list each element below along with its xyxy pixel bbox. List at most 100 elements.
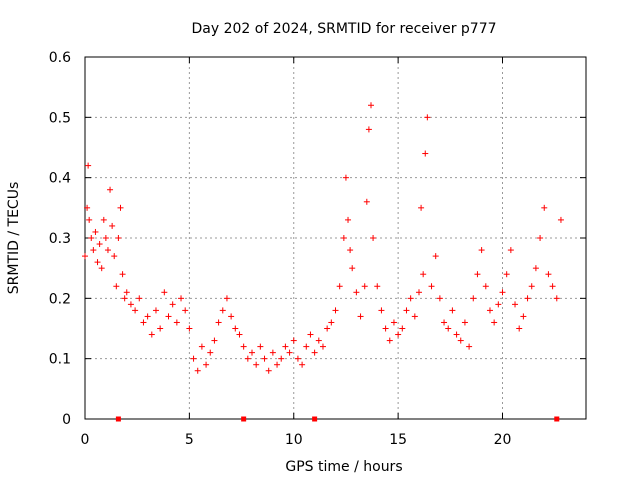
data-point bbox=[303, 343, 310, 350]
data-point bbox=[104, 247, 111, 254]
data-point bbox=[474, 271, 481, 278]
data-point bbox=[85, 162, 92, 169]
data-point bbox=[257, 343, 264, 350]
data-point bbox=[111, 253, 118, 260]
data-point bbox=[328, 319, 335, 326]
data-point bbox=[420, 271, 427, 278]
data-points bbox=[82, 102, 564, 374]
data-point bbox=[457, 337, 464, 344]
data-point bbox=[127, 301, 134, 308]
x-tick-label: 0 bbox=[81, 432, 90, 448]
data-point bbox=[528, 283, 535, 290]
x-tick-label: 20 bbox=[494, 432, 512, 448]
data-point bbox=[537, 235, 544, 241]
data-point bbox=[486, 307, 493, 314]
data-point bbox=[422, 150, 429, 157]
x-tick-label: 5 bbox=[185, 432, 194, 448]
data-point bbox=[507, 247, 514, 254]
baseline-marker bbox=[312, 416, 318, 422]
data-point bbox=[113, 283, 120, 290]
data-point bbox=[286, 349, 293, 356]
y-tick-labels: 0 0.1 0.2 0.3 0.4 0.5 0.6 bbox=[49, 50, 71, 428]
data-point bbox=[198, 343, 205, 350]
data-point bbox=[424, 114, 431, 121]
data-point bbox=[403, 307, 410, 314]
data-point bbox=[428, 283, 435, 290]
data-point bbox=[98, 265, 105, 272]
data-point bbox=[88, 235, 95, 241]
data-point bbox=[215, 319, 222, 326]
data-point bbox=[211, 337, 218, 344]
y-tick-label: 0.6 bbox=[49, 50, 71, 66]
data-point bbox=[315, 337, 322, 344]
data-point bbox=[307, 331, 314, 338]
data-point bbox=[94, 259, 101, 266]
baseline-markers bbox=[115, 416, 560, 422]
grid-lines bbox=[85, 57, 586, 419]
data-point bbox=[236, 331, 243, 338]
data-point bbox=[332, 307, 339, 314]
data-point bbox=[357, 313, 364, 320]
data-point bbox=[347, 247, 354, 254]
data-point bbox=[182, 307, 189, 314]
data-point bbox=[140, 319, 147, 326]
data-point bbox=[549, 283, 556, 290]
data-point bbox=[96, 241, 103, 248]
data-point bbox=[512, 301, 519, 308]
data-point bbox=[152, 307, 159, 314]
data-point bbox=[541, 204, 548, 211]
data-point bbox=[324, 325, 331, 332]
data-point bbox=[470, 295, 477, 302]
data-point bbox=[441, 319, 448, 326]
data-point bbox=[453, 331, 460, 338]
data-point bbox=[240, 343, 247, 350]
data-point bbox=[432, 253, 439, 260]
y-tick-label: 0.4 bbox=[49, 171, 71, 187]
data-point bbox=[278, 355, 285, 362]
data-point bbox=[203, 361, 210, 368]
data-point bbox=[90, 247, 97, 254]
data-point bbox=[345, 216, 352, 223]
data-point bbox=[169, 301, 176, 308]
data-point bbox=[436, 295, 443, 302]
data-point bbox=[557, 216, 564, 223]
y-tick-label: 0.3 bbox=[49, 231, 71, 247]
data-point bbox=[370, 235, 377, 241]
data-point bbox=[336, 283, 343, 290]
y-tick-label: 0 bbox=[62, 412, 71, 428]
data-point bbox=[349, 265, 356, 272]
data-point bbox=[282, 343, 289, 350]
data-point bbox=[121, 295, 128, 302]
x-tick-label: 10 bbox=[285, 432, 303, 448]
data-point bbox=[100, 216, 107, 223]
data-point bbox=[361, 283, 368, 290]
data-point bbox=[109, 222, 116, 229]
data-point bbox=[261, 355, 268, 362]
data-point bbox=[92, 228, 99, 235]
data-point bbox=[418, 204, 425, 211]
data-point bbox=[399, 325, 406, 332]
data-point bbox=[115, 235, 122, 241]
data-point bbox=[520, 313, 527, 320]
data-point bbox=[194, 367, 201, 374]
data-point bbox=[353, 289, 360, 296]
data-point bbox=[157, 325, 164, 332]
data-point bbox=[395, 331, 402, 338]
data-point bbox=[342, 174, 349, 181]
data-point bbox=[148, 331, 155, 338]
data-point bbox=[386, 337, 393, 344]
y-tick-label: 0.1 bbox=[49, 352, 71, 368]
data-point bbox=[416, 289, 422, 296]
data-point bbox=[102, 235, 109, 241]
data-point bbox=[144, 313, 151, 320]
data-point bbox=[449, 307, 456, 314]
data-point bbox=[340, 235, 347, 241]
data-point bbox=[319, 343, 326, 350]
x-axis-label: GPS time / hours bbox=[285, 459, 402, 475]
data-point bbox=[186, 325, 193, 332]
data-point bbox=[84, 204, 91, 211]
data-point bbox=[367, 102, 374, 109]
data-point bbox=[503, 271, 510, 278]
data-point bbox=[173, 319, 180, 326]
